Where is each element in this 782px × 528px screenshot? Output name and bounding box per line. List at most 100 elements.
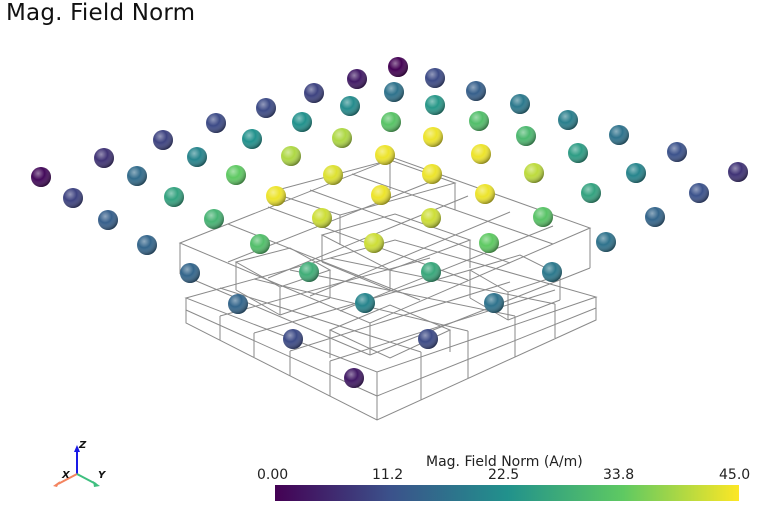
sphere-glyph-shading (728, 162, 748, 182)
sphere-glyph (242, 129, 262, 149)
sphere-glyph (581, 183, 601, 203)
sphere-glyph (180, 263, 200, 283)
colorbar-tick-2: 22.5 (488, 467, 520, 483)
sphere-glyph-shading (94, 148, 114, 168)
sphere-glyph-shading (388, 57, 408, 77)
sphere-glyph-shading (421, 262, 441, 282)
sphere-glyph (533, 207, 553, 227)
sphere-glyph (204, 209, 224, 229)
sphere-glyph (471, 144, 491, 164)
sphere-glyph (418, 329, 438, 349)
sphere-glyph-shading (471, 144, 491, 164)
sphere-glyph-shading (266, 186, 286, 206)
sphere-glyph (558, 110, 578, 130)
sphere-glyph-shading (568, 143, 588, 163)
sphere-glyph-shading (137, 235, 157, 255)
sphere-glyph (137, 235, 157, 255)
sphere-glyph (510, 94, 530, 114)
sphere-glyph-shading (283, 329, 303, 349)
sphere-glyph (728, 162, 748, 182)
sphere-glyph-shading (542, 262, 562, 282)
sphere-glyph (312, 208, 332, 228)
sphere-glyph (304, 83, 324, 103)
sphere-glyph-shading (667, 142, 687, 162)
sphere-glyph-shading (242, 129, 262, 149)
sphere-glyph-shading (371, 185, 391, 205)
sphere-glyph (228, 294, 248, 314)
sphere-glyph-shading (384, 82, 404, 102)
sphere-glyph (388, 57, 408, 77)
sphere-glyph-shading (418, 329, 438, 349)
sphere-glyph (479, 233, 499, 253)
z-axis-arrowhead (74, 445, 80, 452)
sphere-glyph (344, 368, 364, 388)
sphere-glyph (425, 95, 445, 115)
sphere-glyph-shading (375, 145, 395, 165)
sphere-glyph-shading (423, 127, 443, 147)
sphere-glyph (626, 163, 646, 183)
colorbar-tick-1: 11.2 (372, 467, 404, 483)
sphere-glyph-shading (421, 208, 441, 228)
sphere-glyph (226, 165, 246, 185)
sphere-glyph-shading (469, 111, 489, 131)
sphere-glyph (667, 142, 687, 162)
sphere-glyph-shading (381, 112, 401, 132)
sphere-glyph-shading (226, 165, 246, 185)
magnetic-field-sphere-glyphs (31, 57, 748, 388)
sphere-glyph (484, 293, 504, 313)
sphere-glyph (423, 127, 443, 147)
sphere-glyph (187, 147, 207, 167)
sphere-glyph (568, 143, 588, 163)
sphere-glyph-shading (153, 130, 173, 150)
sphere-glyph-shading (250, 234, 270, 254)
sphere-glyph-shading (425, 68, 445, 88)
sphere-glyph-shading (98, 210, 118, 230)
y-axis-arrow (76, 473, 97, 485)
sphere-glyph-shading (204, 209, 224, 229)
sphere-glyph (323, 165, 343, 185)
sphere-glyph-shading (516, 126, 536, 146)
sphere-glyph (250, 234, 270, 254)
sphere-glyph-shading (479, 233, 499, 253)
sphere-glyph-shading (596, 232, 616, 252)
sphere-glyph (153, 130, 173, 150)
sphere-glyph (347, 69, 367, 89)
sphere-glyph-shading (292, 112, 312, 132)
colorbar-title: Mag. Field Norm (A/m) (426, 454, 583, 470)
sphere-glyph-shading (304, 83, 324, 103)
sphere-glyph (371, 185, 391, 205)
sphere-glyph (256, 98, 276, 118)
sphere-glyph-shading (645, 207, 665, 227)
sphere-glyph-shading (63, 188, 83, 208)
sphere-glyph-shading (524, 163, 544, 183)
sphere-glyph-shading (228, 294, 248, 314)
sphere-glyph-shading (533, 207, 553, 227)
sphere-glyph (266, 186, 286, 206)
sphere-glyph-shading (187, 147, 207, 167)
sphere-glyph (381, 112, 401, 132)
sphere-glyph-shading (180, 263, 200, 283)
sphere-glyph-shading (581, 183, 601, 203)
sphere-glyph (609, 125, 629, 145)
sphere-glyph (475, 184, 495, 204)
sphere-glyph (422, 164, 442, 184)
sphere-glyph-shading (323, 165, 343, 185)
sphere-glyph-shading (484, 293, 504, 313)
sphere-glyph-shading (689, 183, 709, 203)
x-axis-arrowhead (53, 481, 60, 487)
x-axis-label: X (61, 470, 71, 481)
sphere-glyph-shading (344, 368, 364, 388)
sphere-glyph-shading (466, 81, 486, 101)
sphere-glyph-shading (127, 166, 147, 186)
sphere-glyph-shading (609, 125, 629, 145)
sphere-glyph-shading (626, 163, 646, 183)
sphere-glyph-shading (332, 128, 352, 148)
sphere-glyph (299, 262, 319, 282)
sphere-glyph (596, 232, 616, 252)
sphere-glyph-shading (364, 233, 384, 253)
plot-title: Mag. Field Norm (6, 0, 196, 26)
sphere-glyph (94, 148, 114, 168)
sphere-glyph-shading (31, 167, 51, 187)
sphere-glyph (645, 207, 665, 227)
